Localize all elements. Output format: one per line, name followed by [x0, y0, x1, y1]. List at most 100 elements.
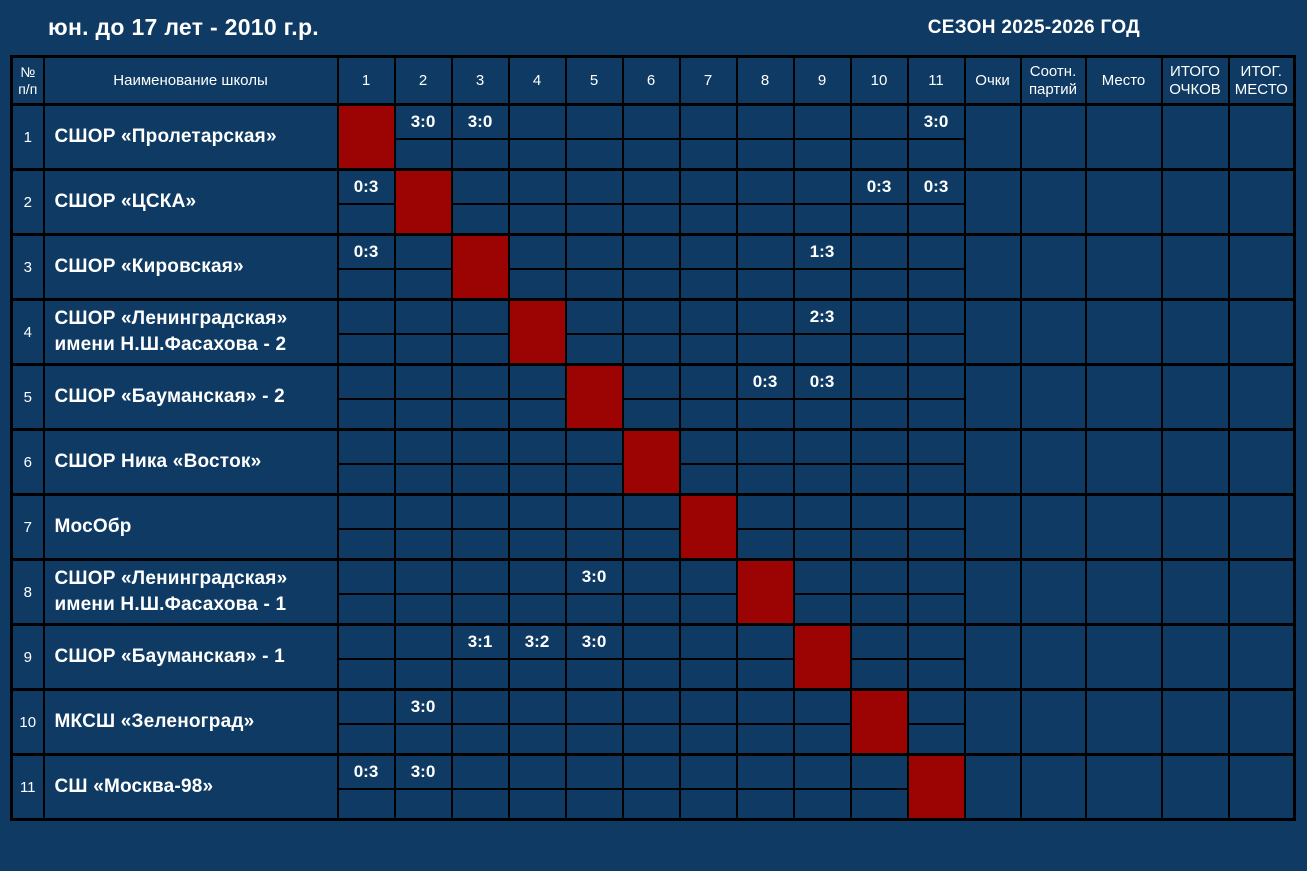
header-round-11: 11 — [906, 55, 966, 106]
score-cell — [678, 688, 738, 725]
score-sub-cell — [621, 592, 681, 626]
score-sub-cell — [450, 592, 510, 626]
score-sub-cell — [507, 202, 567, 236]
score-cell — [621, 623, 681, 660]
score-cell — [906, 623, 966, 660]
score-cell — [336, 688, 396, 725]
score-cell — [621, 103, 681, 140]
score-cell — [621, 558, 681, 595]
score-sub-cell — [678, 267, 738, 301]
points-cell — [963, 558, 1022, 626]
score-cell — [450, 168, 510, 205]
score-sub-cell — [849, 202, 909, 236]
final-place-cell — [1227, 623, 1296, 691]
score-cell — [678, 558, 738, 595]
score-cell — [336, 493, 396, 530]
score-sub-cell — [621, 527, 681, 561]
score-cell — [393, 558, 453, 595]
score-sub-cell — [906, 462, 966, 496]
place-cell — [1084, 298, 1163, 366]
table-row-sub — [12, 267, 1295, 301]
score-sub-cell — [393, 787, 453, 821]
score-sub-cell — [564, 787, 624, 821]
score-sub-cell — [906, 397, 966, 431]
score-sub-cell — [336, 527, 396, 561]
score-cell — [906, 428, 966, 465]
score-sub-cell — [735, 787, 795, 821]
score-cell — [678, 753, 738, 790]
row-number: 3 — [10, 233, 45, 301]
score-sub-cell — [393, 657, 453, 691]
score-cell — [507, 168, 567, 205]
score-cell — [792, 168, 852, 205]
points-cell — [963, 298, 1022, 366]
header-round-6: 6 — [621, 55, 681, 106]
score-cell — [393, 623, 453, 660]
score-sub-cell — [336, 787, 396, 821]
diagonal-cell — [678, 493, 738, 561]
score-cell — [450, 428, 510, 465]
total-points-cell — [1160, 363, 1230, 431]
score-cell — [564, 688, 624, 725]
total-points-cell — [1160, 428, 1230, 496]
header-round-8: 8 — [735, 55, 795, 106]
sets-ratio-cell — [1019, 428, 1087, 496]
score-cell — [450, 363, 510, 400]
score-cell — [678, 168, 738, 205]
score-sub-cell — [393, 722, 453, 756]
final-place-cell — [1227, 233, 1296, 301]
score-cell — [906, 298, 966, 335]
score-sub-cell — [564, 527, 624, 561]
score-sub-cell — [906, 527, 966, 561]
table-row: 4 СШОР «Ленинградская» имени Н.Ш.Фасахова… — [10, 298, 1296, 366]
score-cell — [507, 558, 567, 595]
score-sub-cell — [393, 137, 453, 171]
score-cell — [792, 103, 852, 140]
score-cell — [678, 363, 738, 400]
table-row: 9 СШОР «Бауманская» - 1 3:1 3:2 3:0 — [10, 623, 1296, 691]
table-row: 3 СШОР «Кировская» 0:3 1:3 — [10, 233, 1296, 301]
score-cell: 3:0 — [564, 558, 624, 595]
score-sub-cell — [792, 267, 852, 301]
score-cell: 3:0 — [393, 688, 453, 725]
points-cell — [963, 428, 1022, 496]
score-sub-cell — [735, 657, 795, 691]
score-sub-cell — [906, 137, 966, 171]
score-cell — [507, 493, 567, 530]
score-cell — [450, 688, 510, 725]
score-cell — [336, 428, 396, 465]
school-name: СШ «Москва-98» — [42, 753, 339, 821]
score-sub-cell — [564, 332, 624, 366]
school-name: СШОР «ЦСКА» — [42, 168, 339, 236]
score-cell: 3:1 — [450, 623, 510, 660]
score-cell — [564, 298, 624, 335]
score-cell — [792, 428, 852, 465]
score-sub-cell — [450, 202, 510, 236]
score-sub-cell — [792, 527, 852, 561]
total-points-cell — [1160, 688, 1230, 756]
diagonal-cell — [564, 363, 624, 431]
total-points-cell — [1160, 493, 1230, 561]
score-cell — [621, 363, 681, 400]
score-cell — [336, 298, 396, 335]
score-sub-cell — [393, 332, 453, 366]
score-cell — [735, 428, 795, 465]
score-sub-cell — [450, 787, 510, 821]
score-cell — [507, 753, 567, 790]
header-sets-ratio: Соотн. партий — [1019, 55, 1087, 106]
header-place: Место — [1084, 55, 1163, 106]
table-row: 10 МКСШ «Зеленоград» 3:0 — [10, 688, 1296, 756]
score-cell — [678, 428, 738, 465]
title-bar: юн. до 17 лет - 2010 г.р. СЕЗОН 2025-202… — [0, 0, 1307, 55]
score-sub-cell — [678, 397, 738, 431]
score-cell — [678, 623, 738, 660]
score-cell — [735, 103, 795, 140]
page-title: юн. до 17 лет - 2010 г.р. — [48, 14, 319, 40]
header-round-10: 10 — [849, 55, 909, 106]
school-name: СШОР «Кировская» — [42, 233, 339, 301]
score-cell — [849, 558, 909, 595]
results-table: № п/п Наименование школы 1 2 3 4 5 6 7 8… — [10, 55, 1296, 821]
score-cell: 1:3 — [792, 233, 852, 270]
table-row: 11 СШ «Москва-98» 0:3 3:0 — [10, 753, 1296, 821]
